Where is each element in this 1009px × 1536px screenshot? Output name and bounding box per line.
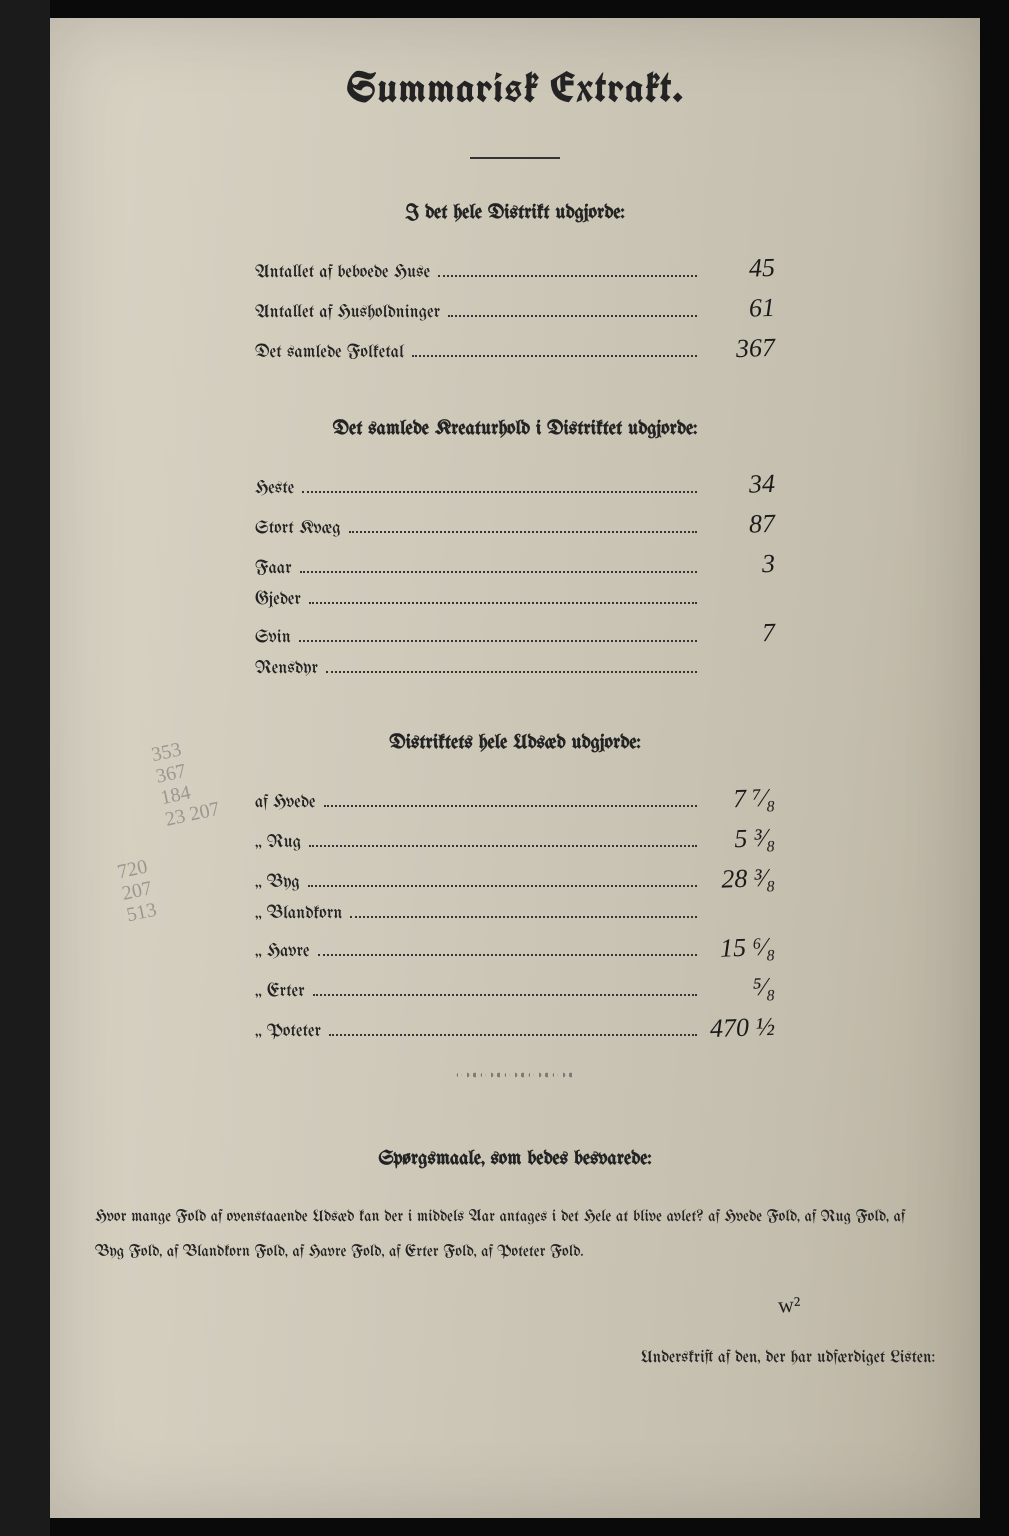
data-row: „ Poteter 470 ½	[255, 1013, 775, 1043]
leader-dots	[308, 884, 697, 887]
row-label: Stort Kvæg	[255, 519, 341, 538]
book-spine	[0, 0, 50, 1536]
section-2-block: Heste34 Stort Kvæg87 Faar3 Gjeder Svin7 …	[255, 470, 775, 678]
leader-dots	[412, 354, 697, 357]
data-row: Heste 34	[255, 470, 775, 500]
signature-mark: w²	[777, 1291, 801, 1318]
section-1-heading: I det hele Distrikt udgjorde:	[50, 203, 980, 224]
data-row: Faar 3	[255, 550, 775, 580]
questions-text: Hvor mange Fold af ovenstaaende Udsæd ka…	[95, 1200, 935, 1270]
row-value	[705, 603, 775, 605]
row-value: 28 ³⁄₈	[704, 863, 775, 895]
leader-dots	[299, 639, 697, 642]
leader-dots	[302, 490, 697, 493]
row-value: 87	[704, 509, 775, 541]
data-row: Antallet af Husholdninger 61	[255, 294, 775, 324]
data-row: Gjeder	[255, 590, 775, 609]
row-value: 15 ⁶⁄₈	[704, 932, 775, 964]
row-value	[705, 672, 775, 674]
section-3-block: af Hvede 7 ⁷⁄₈ „ Rug 5 ³⁄₈ „ Byg 28 ³⁄₈ „ B…	[255, 784, 775, 1043]
row-value: 367	[704, 333, 775, 365]
row-value: 7	[704, 618, 775, 650]
row-value	[705, 917, 775, 919]
section-1-block: Antallet af beboede Huse 45 Antallet af …	[255, 254, 775, 364]
data-row: Det samlede Folketal 367	[255, 334, 775, 364]
row-value: 3	[704, 549, 775, 581]
row-label: Gjeder	[255, 590, 301, 609]
row-label: „ Byg	[255, 873, 300, 892]
data-row: „ Erter ⁵⁄₈	[255, 973, 775, 1003]
section-2-heading: Det samlede Kreaturhold i Distriktet udg…	[50, 419, 980, 440]
data-row: Antallet af beboede Huse 45	[255, 254, 775, 284]
row-label: „ Blandkorn	[255, 904, 342, 923]
row-value: 61	[704, 293, 775, 325]
margin-note-2: 720207513	[115, 856, 158, 927]
row-value: 470 ½	[704, 1012, 775, 1044]
row-value: 7 ⁷⁄₈	[704, 783, 775, 815]
document-page: Summarisk Extrakt. I det hele Distrikt u…	[50, 18, 980, 1518]
row-label: Faar	[255, 559, 292, 578]
row-label: „ Poteter	[255, 1022, 321, 1041]
row-label: Heste	[255, 479, 294, 498]
leader-dots	[309, 844, 697, 847]
row-value: 34	[704, 469, 775, 501]
page-title: Summarisk Extrakt.	[50, 60, 980, 115]
leader-dots	[448, 314, 697, 317]
row-label: Rensdyr	[255, 659, 318, 678]
leader-dots	[318, 953, 697, 956]
row-value: 5 ³⁄₈	[704, 823, 775, 855]
data-row: Rensdyr	[255, 659, 775, 678]
row-label: Det samlede Folketal	[255, 343, 404, 362]
row-label: Antallet af beboede Huse	[255, 263, 430, 282]
data-row: „ Rug 5 ³⁄₈	[255, 824, 775, 854]
data-row: af Hvede 7 ⁷⁄₈	[255, 784, 775, 814]
row-label: Svin	[255, 628, 291, 647]
leader-dots	[309, 601, 697, 604]
row-label: „ Havre	[255, 942, 310, 961]
wavy-divider	[455, 1071, 575, 1079]
leader-dots	[324, 804, 698, 807]
leader-dots	[350, 915, 697, 918]
row-label: „ Erter	[255, 982, 305, 1001]
data-row: „ Havre 15 ⁶⁄₈	[255, 933, 775, 963]
data-row: „ Byg 28 ³⁄₈	[255, 864, 775, 894]
leader-dots	[349, 530, 697, 533]
leader-dots	[326, 670, 697, 673]
leader-dots	[438, 274, 697, 277]
row-label: „ Rug	[255, 833, 301, 852]
row-value: ⁵⁄₈	[704, 972, 775, 1004]
signature-line: Underskrift af den, der har udfærdiget L…	[95, 1350, 935, 1367]
leader-dots	[329, 1033, 697, 1036]
row-label: Antallet af Husholdninger	[255, 303, 440, 322]
leader-dots	[300, 570, 697, 573]
row-value: 45	[704, 253, 775, 285]
data-row: Stort Kvæg 87	[255, 510, 775, 540]
questions-heading: Spørgsmaale, som bedes besvarede:	[50, 1149, 980, 1170]
leader-dots	[313, 993, 697, 996]
data-row: „ Blandkorn	[255, 904, 775, 923]
data-row: Svin 7	[255, 619, 775, 649]
title-rule	[470, 157, 560, 159]
row-label: af Hvede	[255, 793, 316, 812]
